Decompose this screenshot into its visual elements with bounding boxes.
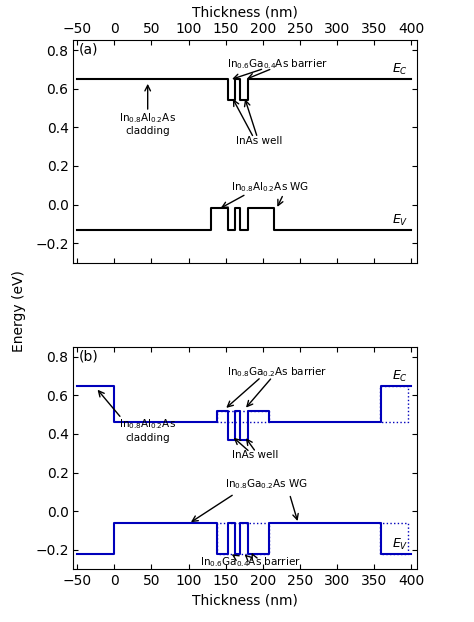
Text: $\mathrm{In_{0.8}Ga_{0.2}As}$ WG: $\mathrm{In_{0.8}Ga_{0.2}As}$ WG xyxy=(225,477,308,491)
Text: $\mathrm{In_{0.8}Ga_{0.2}As}$ barrier: $\mathrm{In_{0.8}Ga_{0.2}As}$ barrier xyxy=(228,365,328,379)
Text: $E_C$: $E_C$ xyxy=(392,369,408,384)
Text: $\mathrm{In_{0.6}Ga_{0.4}As}$ barrier: $\mathrm{In_{0.6}Ga_{0.4}As}$ barrier xyxy=(200,555,301,569)
Text: $E_C$: $E_C$ xyxy=(392,62,408,77)
Text: InAs well: InAs well xyxy=(236,136,282,146)
Text: InAs well: InAs well xyxy=(232,450,279,460)
Text: $\mathrm{In_{0.8}Al_{0.2}As}$
cladding: $\mathrm{In_{0.8}Al_{0.2}As}$ cladding xyxy=(119,111,176,136)
Text: $\mathrm{In_{0.8}Al_{0.2}As}$ WG: $\mathrm{In_{0.8}Al_{0.2}As}$ WG xyxy=(231,180,309,194)
Text: $\mathrm{In_{0.6}Ga_{0.4}As}$ barrier: $\mathrm{In_{0.6}Ga_{0.4}As}$ barrier xyxy=(227,57,328,70)
Text: Energy (eV): Energy (eV) xyxy=(12,270,26,352)
Text: $\mathrm{In_{0.8}Al_{0.2}As}$
cladding: $\mathrm{In_{0.8}Al_{0.2}As}$ cladding xyxy=(119,417,176,443)
Text: $E_V$: $E_V$ xyxy=(392,213,408,228)
Text: (b): (b) xyxy=(79,350,99,363)
X-axis label: Thickness (nm): Thickness (nm) xyxy=(192,593,298,608)
Text: $E_V$: $E_V$ xyxy=(392,537,408,552)
X-axis label: Thickness (nm): Thickness (nm) xyxy=(192,5,298,19)
Text: (a): (a) xyxy=(79,43,98,57)
